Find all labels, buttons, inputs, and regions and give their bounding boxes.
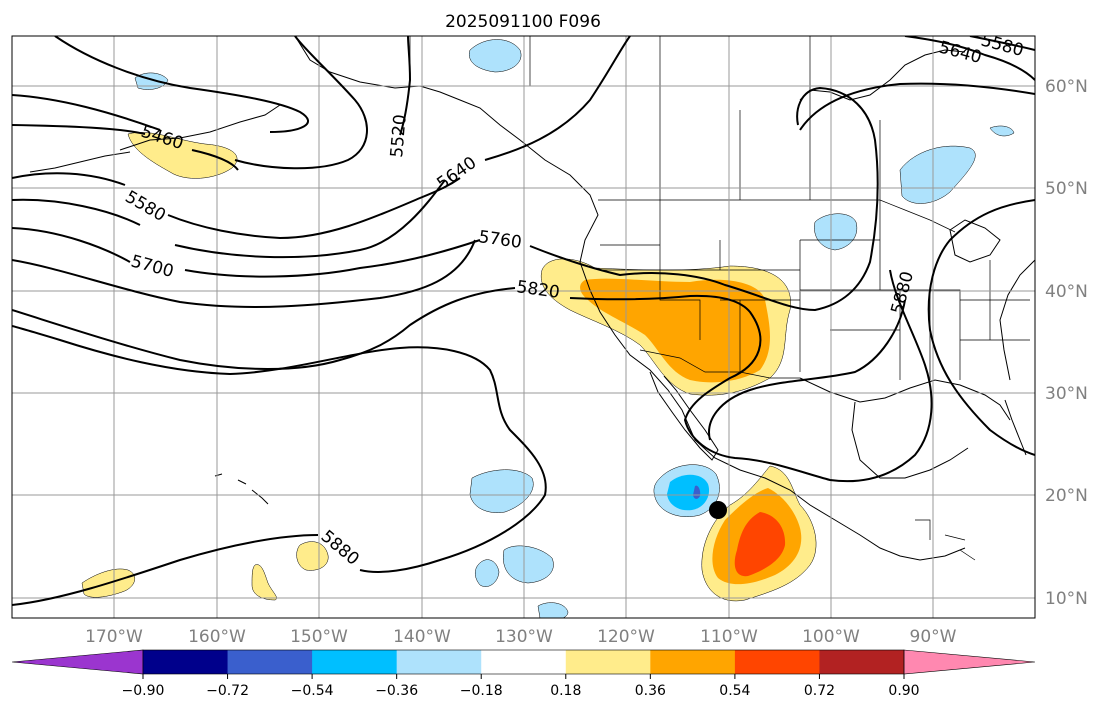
colorbar-tick-label: 0.72	[804, 683, 835, 699]
us-mexico-border	[639, 349, 800, 379]
lat-label-10n: 10°N	[1045, 589, 1088, 609]
negative-anomaly-labrador	[989, 125, 1015, 137]
colorbar-tick-label: −0.36	[375, 683, 418, 699]
colorbar: −0.90 −0.72 −0.54 −0.36 −0.18 0.18 0.36 0.54 0.7…	[11, 649, 1036, 699]
north-america-west-coast	[294, 36, 966, 561]
lon-label-90w: 90°W	[910, 627, 957, 647]
coastlines	[29, 36, 1035, 561]
contour-5520	[12, 36, 412, 170]
negative-anomaly-hudson	[899, 145, 976, 204]
contour-inner-ne	[927, 199, 1035, 456]
moderate-anomaly-southwest-us	[580, 278, 770, 383]
aleutians	[29, 151, 131, 173]
map-title: 2025091100 F096	[445, 12, 601, 32]
graticule	[12, 36, 1035, 618]
colorbar-cell	[143, 650, 229, 674]
negative-anomaly-subtropic-2	[502, 545, 554, 584]
lon-label-150w: 150°W	[290, 627, 348, 647]
east-coast	[999, 259, 1035, 381]
contour-5820	[12, 269, 933, 483]
colorbar-tick-label: 0.36	[635, 683, 666, 699]
contour-5580-northeast	[969, 36, 1035, 51]
colorbar-cell	[312, 650, 398, 674]
contour-5640-northeast	[904, 36, 1035, 81]
lon-label-110w: 110°W	[700, 627, 758, 647]
lat-label-60n: 60°N	[1045, 77, 1088, 97]
strong-anomaly-east-pacific	[734, 512, 786, 577]
us-state-lines-west	[600, 200, 801, 372]
great-lakes	[949, 219, 1001, 263]
colorbar-cell	[481, 650, 567, 674]
anomaly-shading	[81, 39, 1015, 618]
colorbar-tick-label: −0.90	[122, 683, 165, 699]
florida	[1004, 399, 1027, 456]
negative-anomaly-subtropic-3	[475, 559, 500, 587]
negative-anomaly-subtropic-1	[469, 469, 534, 513]
colorbar-cell	[650, 650, 736, 674]
colorbar-frame	[142, 649, 905, 675]
baja-california	[649, 371, 719, 461]
lat-label-20n: 20°N	[1045, 486, 1088, 506]
lon-label-120w: 120°W	[597, 627, 655, 647]
alaska-peninsula	[119, 104, 281, 151]
latitude-labels: 60°N 50°N 40°N 30°N 20°N 10°N	[1045, 77, 1088, 609]
lon-label-130w: 130°W	[495, 627, 553, 647]
colorbar-extend-high	[903, 649, 1036, 675]
storm-center-marker	[709, 501, 727, 519]
colorbar-tick-label: −0.18	[460, 683, 503, 699]
contour-5700	[12, 227, 481, 278]
colorbar-cell	[396, 650, 482, 674]
positive-anomaly-small-1	[296, 541, 329, 571]
contour-5760	[12, 86, 879, 312]
map-frame	[11, 35, 1036, 619]
negative-anomaly-subtropic-4	[537, 602, 569, 618]
contour-5460	[12, 36, 309, 171]
colorbar-cell	[819, 650, 905, 674]
colorbar-tick-label: 0.54	[719, 683, 750, 699]
gulf-coast	[799, 377, 1011, 421]
contour-5880-east	[708, 299, 906, 441]
contour-5640	[12, 36, 631, 259]
colorbar-cell	[734, 650, 820, 674]
canada-provinces	[659, 86, 881, 200]
height-contours	[12, 36, 1035, 606]
lat-label-30n: 30°N	[1045, 384, 1088, 404]
contour-ne-loop	[799, 82, 1035, 131]
colorbar-tick-label: 0.90	[888, 683, 919, 699]
negative-anomaly-north-pacific	[468, 39, 522, 73]
strong-negative-anomaly-mexico-west	[667, 474, 710, 511]
contour-label-5520: 5520	[387, 114, 411, 159]
longitude-labels: 170°W 160°W 150°W 140°W 130°W 120°W 110°…	[85, 627, 957, 647]
colorbar-tick-label: 0.18	[550, 683, 581, 699]
map-area: 5460 5520 5580 5640 5640 5700 5760 5820 …	[12, 36, 1035, 618]
lat-label-50n: 50°N	[1045, 179, 1088, 199]
colorbar-tick-label: −0.72	[206, 683, 249, 699]
colorbar-extend-low	[11, 649, 144, 675]
colorbar-cell	[565, 650, 651, 674]
lon-label-160w: 160°W	[188, 627, 246, 647]
us-state-lines-east	[900, 260, 1030, 380]
contour-5880	[12, 325, 547, 606]
lon-label-140w: 140°W	[393, 627, 451, 647]
mexico-gulf	[851, 401, 969, 479]
central-america-borders	[915, 519, 976, 561]
colorbar-tick-label: −0.54	[291, 683, 334, 699]
lon-label-100w: 100°W	[802, 627, 860, 647]
extreme-negative-anomaly-mexico-west	[693, 485, 701, 499]
lat-label-40n: 40°N	[1045, 282, 1088, 302]
hawaii	[214, 473, 269, 505]
negative-anomaly-plains	[814, 213, 858, 251]
lon-label-170w: 170°W	[85, 627, 143, 647]
positive-anomaly-small-2	[251, 564, 277, 601]
colorbar-cell	[227, 650, 313, 674]
